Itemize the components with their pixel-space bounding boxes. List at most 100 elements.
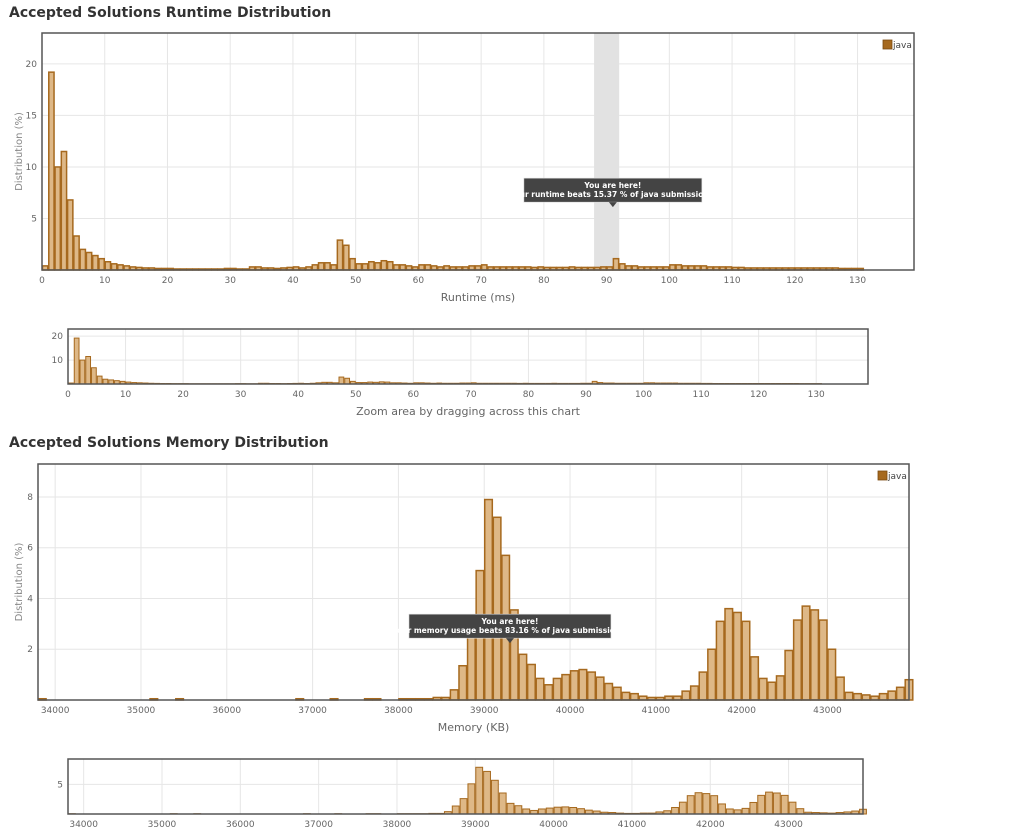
x-tick-label: 70 xyxy=(465,390,477,400)
x-tick-label: 35000 xyxy=(148,820,177,830)
histogram-bar xyxy=(518,653,528,701)
histogram-bar xyxy=(561,806,570,815)
histogram-bar xyxy=(895,686,905,701)
histogram-bar xyxy=(810,609,820,701)
x-tick-label: 60 xyxy=(413,276,425,286)
histogram-bar xyxy=(707,648,717,701)
x-tick-label: 80 xyxy=(538,276,550,286)
x-tick-label: 10 xyxy=(99,276,111,286)
histogram-bar xyxy=(342,244,350,271)
histogram-bar xyxy=(73,235,80,271)
histogram-bar xyxy=(79,248,87,271)
histogram-bar xyxy=(827,648,837,701)
x-tick-label: 10 xyxy=(120,390,132,400)
x-tick-label: 90 xyxy=(580,390,592,400)
histogram-bar xyxy=(374,262,382,271)
histogram-bar xyxy=(689,685,700,701)
legend-swatch xyxy=(877,470,888,481)
histogram-bar xyxy=(449,689,459,701)
legend: java xyxy=(877,470,907,482)
histogram-bar xyxy=(775,675,785,701)
y-tick-label: 6 xyxy=(27,544,33,554)
tooltip-line-2: Your memory usage beats 83.16 % of java … xyxy=(391,626,627,635)
histogram-bar xyxy=(725,808,734,815)
x-tick-label: 38000 xyxy=(384,706,413,716)
grid-lines xyxy=(67,329,868,384)
x-tick-label: 40000 xyxy=(539,820,568,830)
histogram-bar xyxy=(349,257,356,271)
histogram-bar xyxy=(604,682,614,701)
x-tick-label: 110 xyxy=(692,390,709,400)
memory-navigator-chart[interactable]: 34000 35000 36000 37000 38000 39000 40000 41000… xyxy=(0,752,1025,834)
histogram-bar xyxy=(393,264,400,271)
histogram-bar xyxy=(311,264,319,271)
you-are-here-tooltip: You are here!Your memory usage beats 83.… xyxy=(391,613,628,644)
histogram-bar xyxy=(498,792,507,815)
legend-label: java xyxy=(887,472,907,482)
histogram-bar xyxy=(678,801,687,815)
x-tick-label: 20 xyxy=(177,390,189,400)
x-tick-label: 90 xyxy=(601,276,613,286)
you-are-here-tooltip: You are here!Your runtime beats 15.37 % … xyxy=(509,177,716,208)
histogram-bar xyxy=(577,808,585,815)
histogram-bar xyxy=(490,779,499,815)
histogram-bar xyxy=(336,239,344,271)
grid-lines xyxy=(68,759,863,814)
plot-frame xyxy=(67,328,869,385)
y-tick-label: 5 xyxy=(31,214,37,224)
histogram-bar xyxy=(544,684,554,701)
histogram-bar xyxy=(399,264,407,271)
histogram-bar xyxy=(796,808,805,815)
histogram-bar xyxy=(595,676,605,701)
memory-chart[interactable]: 34000 35000 36000 37000 38000 39000 40000 41000… xyxy=(0,456,1025,741)
plot-frame xyxy=(67,758,864,815)
x-tick-label: 50 xyxy=(350,276,362,286)
histogram-bar xyxy=(466,633,476,701)
legend-swatch xyxy=(882,39,893,50)
navigator-caption: Zoom area by dragging across this chart xyxy=(356,405,581,418)
histogram-bar xyxy=(569,806,578,815)
histogram-bar xyxy=(715,620,725,701)
x-tick-label: 39000 xyxy=(461,820,490,830)
histogram-bar xyxy=(338,376,345,385)
histogram-bar xyxy=(451,805,460,815)
x-axis-title: Memory (KB) xyxy=(438,721,510,734)
histogram-bar xyxy=(483,498,494,701)
runtime-section-title: Accepted Solutions Runtime Distribution xyxy=(9,5,332,21)
histogram-bar xyxy=(324,262,331,271)
runtime-navigator-chart[interactable]: 0 10 20 30 40 50 60 70 80 90 100 110 120 130 10 20 Zoom … xyxy=(0,322,1025,422)
runtime-chart[interactable]: 0 10 20 30 40 50 60 70 80 90 100 110 120 130 5 10 15 20 Ru… xyxy=(0,26,1025,311)
histogram-bar xyxy=(483,770,491,815)
histogram-bar xyxy=(424,264,432,271)
histogram-bar xyxy=(698,671,708,701)
tooltip-line-1: You are here! xyxy=(481,617,539,626)
x-tick-label: 34000 xyxy=(69,820,98,830)
x-tick-label: 43000 xyxy=(774,820,803,830)
x-tick-label: 34000 xyxy=(41,706,70,716)
histogram-bar xyxy=(475,766,484,815)
histogram-bar xyxy=(330,264,338,271)
y-tick-label: 10 xyxy=(52,356,64,366)
x-tick-label: 38000 xyxy=(383,820,412,830)
histogram-bar xyxy=(355,263,363,271)
bar-series xyxy=(41,71,865,271)
x-tick-label: 36000 xyxy=(226,820,255,830)
tooltip-pointer xyxy=(505,638,514,644)
histogram-bar xyxy=(724,607,734,701)
x-tick-label: 60 xyxy=(408,390,420,400)
histogram-bar xyxy=(788,801,797,815)
histogram-bar xyxy=(792,619,802,701)
x-tick-label: 36000 xyxy=(212,706,241,716)
histogram-bar xyxy=(367,261,375,271)
legend: java xyxy=(882,39,912,51)
x-tick-label: 110 xyxy=(723,276,740,286)
histogram-bar xyxy=(772,792,781,815)
histogram-bar xyxy=(618,263,626,271)
histogram-bar xyxy=(749,801,758,815)
histogram-bar xyxy=(552,677,562,701)
histogram-bar xyxy=(741,620,751,701)
histogram-bar xyxy=(54,166,62,271)
histogram-bar xyxy=(844,691,854,701)
legend-label: java xyxy=(892,41,912,51)
x-tick-label: 100 xyxy=(661,276,678,286)
